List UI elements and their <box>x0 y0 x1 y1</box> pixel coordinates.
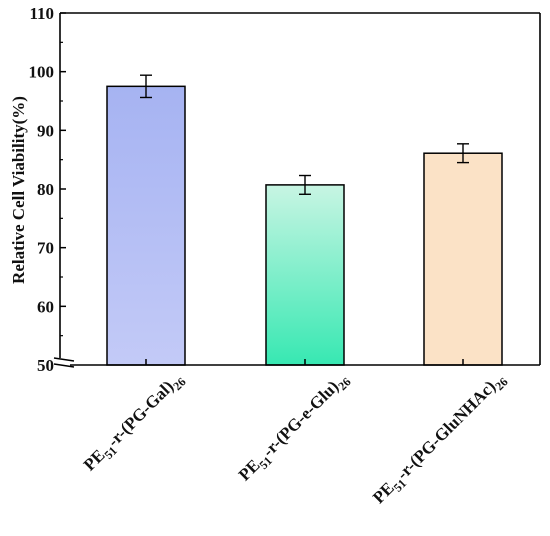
bar-1 <box>265 184 345 366</box>
y-tick-label: 80 <box>37 180 54 199</box>
y-axis-title: Relative Cell Viability(%) <box>9 96 28 284</box>
y-tick-label: 110 <box>29 4 54 23</box>
y-tick-label: 70 <box>37 239 54 258</box>
axis-break-mark <box>53 357 75 368</box>
bar-0 <box>106 85 186 366</box>
plot-frame <box>53 12 541 368</box>
bar-2 <box>423 152 503 366</box>
x-category-label-2: PE51-r-(PG-GluNHAc)26 <box>369 368 511 510</box>
bars-group <box>106 85 503 366</box>
y-tick-label: 60 <box>37 297 54 316</box>
x-category-label-1: PE51-r-(PG-e-Glu)26 <box>235 368 354 487</box>
category-labels: PE51-r-(PG-Gal)26 PE51-r-(PG-e-Glu)26PE51… <box>80 368 511 510</box>
y-tick-label: 100 <box>29 63 55 82</box>
error-bars-group <box>140 74 469 195</box>
y-axis-ticks: 50 60 70 80 90 100 110 <box>29 4 66 375</box>
y-tick-label: 90 <box>37 121 54 140</box>
x-category-label-0: PE51-r-(PG-Gal)26 <box>80 368 189 477</box>
y-tick-label: 50 <box>37 356 54 375</box>
